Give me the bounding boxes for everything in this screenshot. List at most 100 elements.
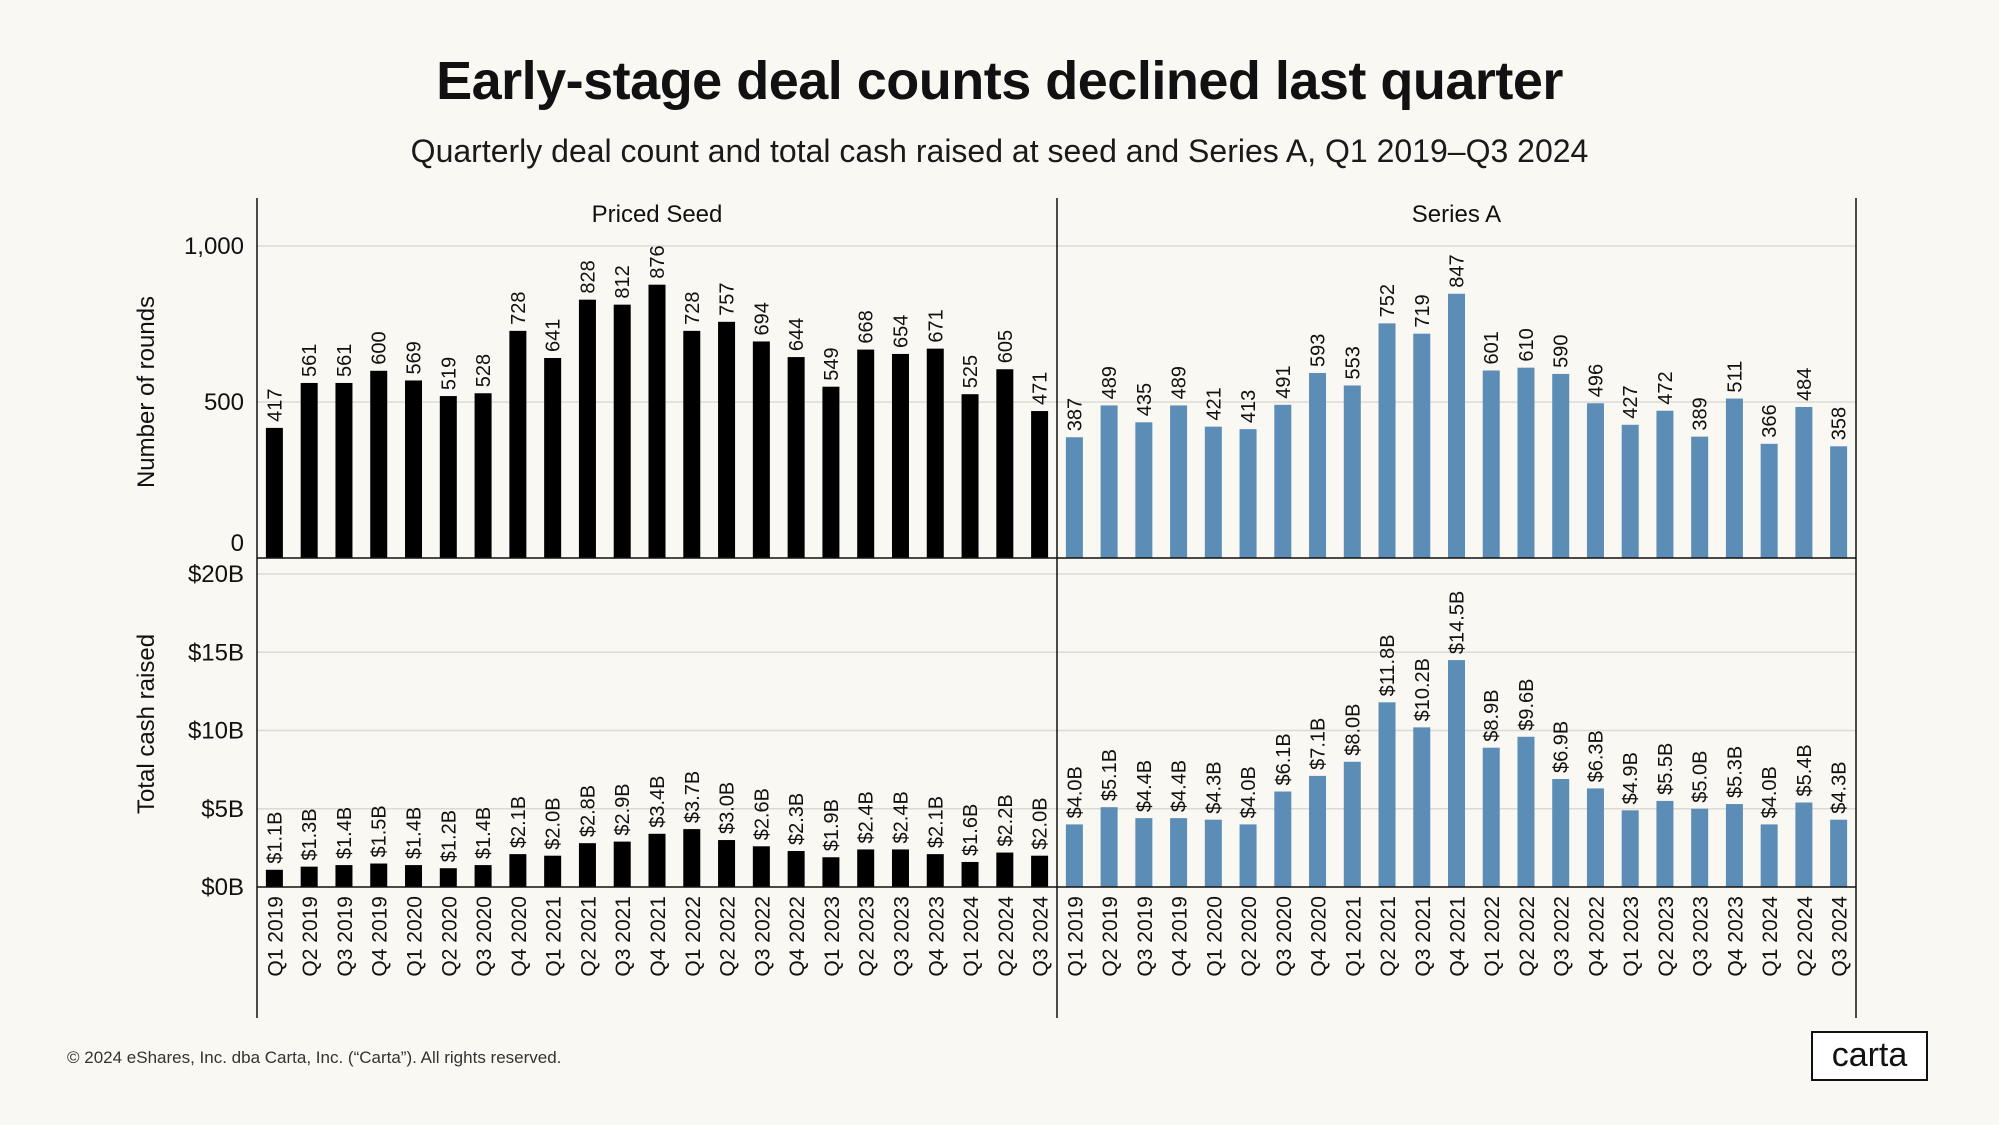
priced-seed-cash-label: $2.8B xyxy=(577,785,599,837)
series-a-quarter-label: Q4 2019 xyxy=(1169,896,1192,977)
priced-seed-cash-label: $2.0B xyxy=(543,797,565,849)
top-y-tick-label: 500 xyxy=(204,389,244,416)
priced-seed-cash-bar xyxy=(1031,855,1049,887)
series-a-rounds-bar xyxy=(1065,437,1083,558)
series-a-cash-bar xyxy=(1135,818,1153,887)
priced-seed-quarter-label: Q1 2024 xyxy=(960,896,983,977)
series-a-cash-label: $6.9B xyxy=(1551,721,1573,773)
bottom-y-tick-label: $0B xyxy=(201,874,244,901)
priced-seed-cash-bar xyxy=(474,865,492,887)
priced-seed-rounds-bar xyxy=(683,330,701,558)
series-a-quarter-label: Q2 2020 xyxy=(1238,896,1261,977)
series-a-rounds-bar xyxy=(1830,446,1848,558)
priced-seed-cash-label: $1.3B xyxy=(299,808,321,860)
priced-seed-rounds-bar xyxy=(474,393,492,558)
priced-seed-quarter-label: Q1 2019 xyxy=(264,896,287,977)
series-a-quarter-label: Q2 2024 xyxy=(1794,896,1817,977)
priced-seed-rounds-bar xyxy=(509,330,527,558)
series-a-cash-label: $4.0B xyxy=(1064,766,1086,818)
series-a-cash-label: $4.4B xyxy=(1169,760,1191,812)
series-a-cash-bar xyxy=(1204,819,1222,887)
priced-seed-quarter-label: Q4 2022 xyxy=(786,896,809,977)
series-a-rounds-bar xyxy=(1413,333,1431,558)
priced-seed-cash-bar xyxy=(857,849,875,887)
priced-seed-rounds-label: 561 xyxy=(299,344,321,377)
priced-seed-rounds-bar xyxy=(787,357,805,558)
priced-seed-cash-label: $1.4B xyxy=(334,807,356,859)
series-a-rounds-bar xyxy=(1656,410,1674,558)
priced-seed-quarter-label: Q1 2023 xyxy=(821,896,844,977)
series-a-cash-bar xyxy=(1413,727,1431,887)
priced-seed-cash-label: $1.5B xyxy=(369,805,391,857)
series-a-quarter-label: Q3 2023 xyxy=(1690,896,1713,977)
priced-seed-rounds-bar xyxy=(544,358,562,558)
series-a-quarter-label: Q1 2019 xyxy=(1064,896,1087,977)
priced-seed-quarter-label: Q4 2019 xyxy=(369,896,392,977)
series-a-quarter-label: Q1 2023 xyxy=(1620,896,1643,977)
priced-seed-rounds-bar xyxy=(300,382,318,558)
series-a-quarter-label: Q2 2021 xyxy=(1377,896,1400,977)
series-a-cash-label: $7.1B xyxy=(1308,718,1330,770)
copyright-footer: © 2024 eShares, Inc. dba Carta, Inc. (“C… xyxy=(67,1048,562,1067)
series-a-cash-label: $8.9B xyxy=(1481,689,1503,741)
priced-seed-rounds-bar xyxy=(752,341,770,558)
series-a-rounds-bar xyxy=(1586,403,1604,558)
series-a-quarter-label: Q4 2020 xyxy=(1308,896,1331,977)
series-a-quarter-label: Q4 2021 xyxy=(1447,896,1470,977)
series-a-rounds-bar xyxy=(1517,367,1535,558)
priced-seed-rounds-label: 549 xyxy=(821,347,843,380)
series-a-cash-label: $4.0B xyxy=(1759,766,1781,818)
priced-seed-quarter-label: Q1 2020 xyxy=(404,896,427,977)
chart-title: Early-stage deal counts declined last qu… xyxy=(436,51,1563,111)
series-a-rounds-label: 610 xyxy=(1516,328,1538,361)
priced-seed-cash-bar xyxy=(648,833,666,887)
priced-seed-quarter-label: Q2 2024 xyxy=(995,896,1018,977)
series-a-cash-label: $5.4B xyxy=(1794,744,1816,796)
priced-seed-rounds-label: 561 xyxy=(334,344,356,377)
series-a-rounds-label: 511 xyxy=(1724,361,1746,393)
priced-seed-rounds-label: 654 xyxy=(890,315,912,348)
priced-seed-cash-bar xyxy=(509,854,527,887)
priced-seed-cash-label: $3.4B xyxy=(647,776,669,828)
priced-seed-quarter-label: Q3 2021 xyxy=(612,896,635,977)
priced-seed-rounds-label: 728 xyxy=(682,291,704,324)
priced-seed-cash-bar xyxy=(787,851,805,887)
series-a-cash-bar xyxy=(1795,802,1813,887)
priced-seed-cash-label: $2.4B xyxy=(890,791,912,843)
priced-seed-rounds-label: 519 xyxy=(438,357,460,390)
series-a-rounds-label: 484 xyxy=(1794,368,1816,401)
series-a-rounds-label: 752 xyxy=(1377,284,1399,317)
priced-seed-quarter-label: Q1 2021 xyxy=(543,896,566,977)
priced-seed-cash-label: $3.7B xyxy=(682,771,704,823)
priced-seed-quarter-label: Q3 2023 xyxy=(890,896,913,977)
series-a-rounds-label: 421 xyxy=(1203,387,1225,420)
priced-seed-rounds-bar xyxy=(265,427,283,558)
priced-seed-rounds-label: 525 xyxy=(960,355,982,388)
series-a-cash-bar xyxy=(1378,702,1396,887)
series-a-cash-bar xyxy=(1552,779,1570,887)
priced-seed-rounds-bar xyxy=(648,284,666,558)
bottom-y-axis-title: Total cash raised xyxy=(133,634,160,814)
series-a-cash-bar xyxy=(1170,818,1188,887)
series-a-rounds-label: 472 xyxy=(1655,371,1677,404)
priced-seed-rounds-bar xyxy=(891,353,909,558)
series-a-rounds-bar xyxy=(1239,429,1257,558)
top-y-tick-label: 0 xyxy=(231,530,244,557)
priced-seed-rounds-label: 471 xyxy=(1030,372,1052,405)
bottom-y-tick-label: $20B xyxy=(188,561,244,588)
series-a-quarter-label: Q4 2023 xyxy=(1724,896,1747,977)
series-a-cash-label: $5.1B xyxy=(1099,749,1121,801)
priced-seed-rounds-label: 641 xyxy=(543,319,565,352)
series-a-cash-label: $8.0B xyxy=(1342,704,1364,756)
series-a-rounds-bar xyxy=(1621,424,1639,558)
priced-seed-quarter-label: Q2 2019 xyxy=(299,896,322,977)
priced-seed-cash-label: $3.0B xyxy=(717,782,739,834)
priced-seed-cash-bar xyxy=(926,854,944,887)
priced-seed-cash-bar xyxy=(613,841,631,887)
bottom-y-tick-label: $10B xyxy=(188,718,244,745)
priced-seed-cash-bar xyxy=(996,852,1014,887)
series-a-cash-bar xyxy=(1065,824,1083,887)
priced-seed-cash-bar xyxy=(578,843,596,887)
priced-seed-cash-label: $2.1B xyxy=(508,796,530,848)
series-a-cash-label: $5.3B xyxy=(1724,746,1746,798)
